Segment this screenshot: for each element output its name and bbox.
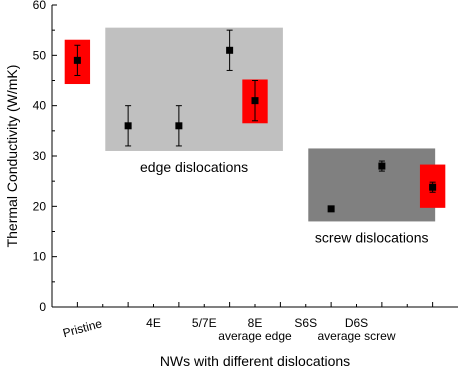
region-labels: edge dislocations screw dislocations	[140, 159, 429, 245]
x-axis-title: NWs with different dislocations	[160, 353, 350, 369]
data-point-0	[73, 56, 81, 64]
y-tick-label-2: 20	[33, 199, 47, 213]
region-box-1	[308, 148, 436, 222]
y-tick-label-4: 40	[33, 99, 47, 113]
data-points	[73, 29, 437, 213]
x-tick-label-3-line-1: average edge	[218, 329, 292, 343]
data-point-3	[226, 46, 234, 54]
x-tick-label-2-line-0: 5/7E	[192, 316, 217, 330]
data-point-4	[251, 97, 259, 105]
y-tick-label-1: 10	[33, 250, 47, 264]
region-label-1: screw dislocations	[315, 229, 429, 245]
region-layer	[105, 27, 436, 222]
data-point-5	[327, 205, 335, 213]
y-tick-label-6: 60	[33, 0, 47, 12]
x-tick-label-1-line-0: 4E	[146, 316, 161, 330]
y-tick-label-5: 50	[33, 48, 47, 62]
x-tick-label-3-line-0: 8E	[248, 316, 263, 330]
data-point-7	[429, 183, 437, 191]
x-tick-label-5-line-0: D6S	[345, 316, 368, 330]
data-point-1	[124, 122, 132, 130]
y-tick-label-3: 30	[33, 149, 47, 163]
y-axis-title: Thermal Conductivity (W/mK)	[4, 65, 20, 248]
x-tick-label-4-line-0: S6S	[294, 316, 317, 330]
region-label-0: edge dislocations	[140, 159, 248, 175]
x-tick-label-0: Pristine	[61, 316, 104, 340]
x-tick-label-5-line-1: average screw	[317, 329, 395, 343]
data-point-2	[175, 122, 183, 130]
data-point-6	[378, 162, 386, 170]
y-tick-label-0: 0	[39, 300, 46, 314]
y-ticks: 0 10 20 30 40 50 60	[33, 0, 57, 314]
